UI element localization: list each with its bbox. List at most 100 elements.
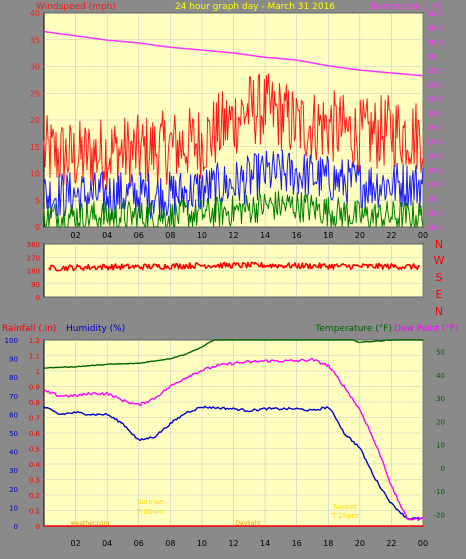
direction-y-tick-label: 270 [27, 254, 40, 262]
rainfall-y-tick-label: 1.2 [29, 337, 40, 345]
rainfall-y-tick-label: 0.5 [29, 446, 40, 454]
footnote-mid: Daylight [235, 520, 261, 527]
x-tick-label: 22 [386, 539, 396, 548]
compass-letter: E [436, 288, 443, 301]
rainfall-y-tick-label: 0.7 [29, 415, 40, 423]
barometer-y-tick-label: 29.2 [427, 167, 443, 175]
rainfall-y-tick-label: 0.3 [29, 477, 40, 485]
humidity-y-tick-label: 100 [5, 337, 18, 345]
sunrise-time: 7:00am [137, 508, 164, 516]
x-tick-label: 02 [70, 231, 80, 240]
rainfall-y-tick-label: 0.1 [29, 508, 40, 516]
series-direction-line [48, 261, 420, 272]
compass-letter: S [436, 271, 443, 284]
direction-y-tick-label: 90 [31, 281, 40, 289]
x-tick-label: 02 [70, 539, 80, 548]
wind-y-tick-label: 5 [35, 196, 40, 205]
x-tick-label: 04 [102, 539, 112, 548]
series-temperature-line [43, 339, 423, 369]
x-tick-label: 18 [323, 231, 333, 240]
sunset-time: 7:25pm [332, 512, 359, 520]
barometer-y-tick-label: 30.2 [427, 24, 443, 32]
x-tick-label: 20 [355, 539, 365, 548]
x-tick-label: 12 [228, 539, 238, 548]
wind-y-tick-label: 20 [30, 116, 40, 125]
humidity-y-tick-label: 50 [9, 430, 18, 438]
wind-y-tick-label: 10 [30, 170, 40, 179]
series-average-line [43, 149, 424, 220]
humidity-y-tick-label: 20 [9, 486, 18, 494]
graph-title: 24 hour graph day - March 31 2016 [175, 2, 335, 12]
series-dewpoint-line [43, 358, 424, 521]
barometer-y-tick-label: 29.1 [427, 181, 443, 189]
rainfall-axis-title: Rainfall (.in) [2, 324, 56, 334]
sunrise-label: Sunrise [137, 498, 163, 506]
x-tick-label: 00 [418, 539, 428, 548]
humidity-y-tick-label: 30 [9, 467, 18, 475]
x-tick-label: 08 [165, 231, 175, 240]
barometer-y-tick-label: 28.8 [427, 224, 443, 232]
x-tick-label: 16 [292, 539, 302, 548]
barometer-y-tick-label: 28.9 [427, 210, 443, 218]
wind-y-tick-label: 0 [35, 223, 40, 232]
temperature-y-tick-label: 20 [436, 418, 445, 426]
barometer-y-tick-label: 29.4 [427, 138, 443, 146]
humidity-y-tick-label: 10 [9, 504, 18, 512]
barometer-y-tick-label: 29.6 [427, 110, 443, 118]
barometer-y-tick-label: 29.7 [427, 96, 443, 104]
barometer-y-tick-label: 29.5 [427, 124, 443, 132]
humidity-y-tick-label: 80 [9, 374, 18, 382]
x-tick-label: 10 [197, 231, 207, 240]
temperature-y-tick-label: -10 [434, 488, 445, 496]
x-tick-label: 06 [134, 539, 144, 548]
x-tick-label: 10 [197, 539, 207, 548]
direction-y-tick-label: 360 [27, 241, 40, 249]
direction-y-tick-label: 0 [36, 294, 40, 302]
temperature-y-tick-label: 40 [436, 372, 445, 380]
temperature-y-tick-label: 10 [436, 442, 445, 450]
humidity-y-tick-label: 70 [9, 393, 18, 401]
rainfall-y-tick-label: 0.4 [29, 461, 41, 469]
compass-letter: W [434, 254, 445, 267]
barometer-y-tick-label: 29.8 [427, 81, 443, 89]
x-tick-label: 20 [355, 231, 365, 240]
x-tick-label: 06 [134, 231, 144, 240]
dewpoint-axis-title: Dew Point (°F) [394, 324, 459, 334]
x-tick-label: 14 [260, 539, 270, 548]
wind-y-tick-label: 35 [30, 36, 40, 45]
x-tick-label: 08 [165, 539, 175, 548]
barometer-axis-title: Barometer (.in) [371, 2, 440, 12]
wind-y-tick-label: 30 [30, 63, 40, 72]
temperature-y-tick-label: 0 [441, 465, 445, 473]
humidity-y-tick-label: 0 [14, 523, 18, 531]
x-tick-label: 18 [323, 539, 333, 548]
series-humidity-line [43, 405, 424, 520]
wind-y-tick-label: 40 [30, 9, 40, 18]
x-tick-label: 12 [228, 231, 238, 240]
temperature-y-tick-label: 30 [436, 395, 445, 403]
compass-letter: N [435, 238, 443, 251]
wind-y-tick-label: 15 [30, 143, 40, 152]
x-tick-label: 14 [260, 231, 270, 240]
barometer-y-tick-label: 30.1 [427, 39, 443, 47]
rainfall-y-tick-label: 0 [36, 523, 40, 531]
x-tick-label: 16 [292, 231, 302, 240]
humidity-y-tick-label: 90 [9, 356, 18, 364]
rainfall-y-tick-label: 0.8 [29, 399, 40, 407]
footnote-left: weather.com [71, 520, 110, 527]
rainfall-y-tick-label: 0.2 [29, 492, 40, 500]
direction-y-tick-label: 180 [27, 268, 40, 276]
x-tick-label: 22 [386, 231, 396, 240]
barometer-y-tick-label: 30.3 [427, 10, 443, 18]
humidity-axis-title: Humidity (%) [66, 324, 125, 334]
sunset-label: Sunset [333, 503, 357, 511]
barometer-y-tick-label: 29.9 [427, 67, 443, 75]
wind-y-tick-label: 25 [30, 89, 40, 98]
barometer-y-tick-label: 29 [427, 195, 436, 203]
rainfall-y-tick-label: 1 [36, 368, 40, 376]
barometer-y-tick-label: 29.3 [427, 153, 443, 161]
humidity-y-tick-label: 60 [9, 411, 18, 419]
compass-letter: N [435, 305, 443, 318]
